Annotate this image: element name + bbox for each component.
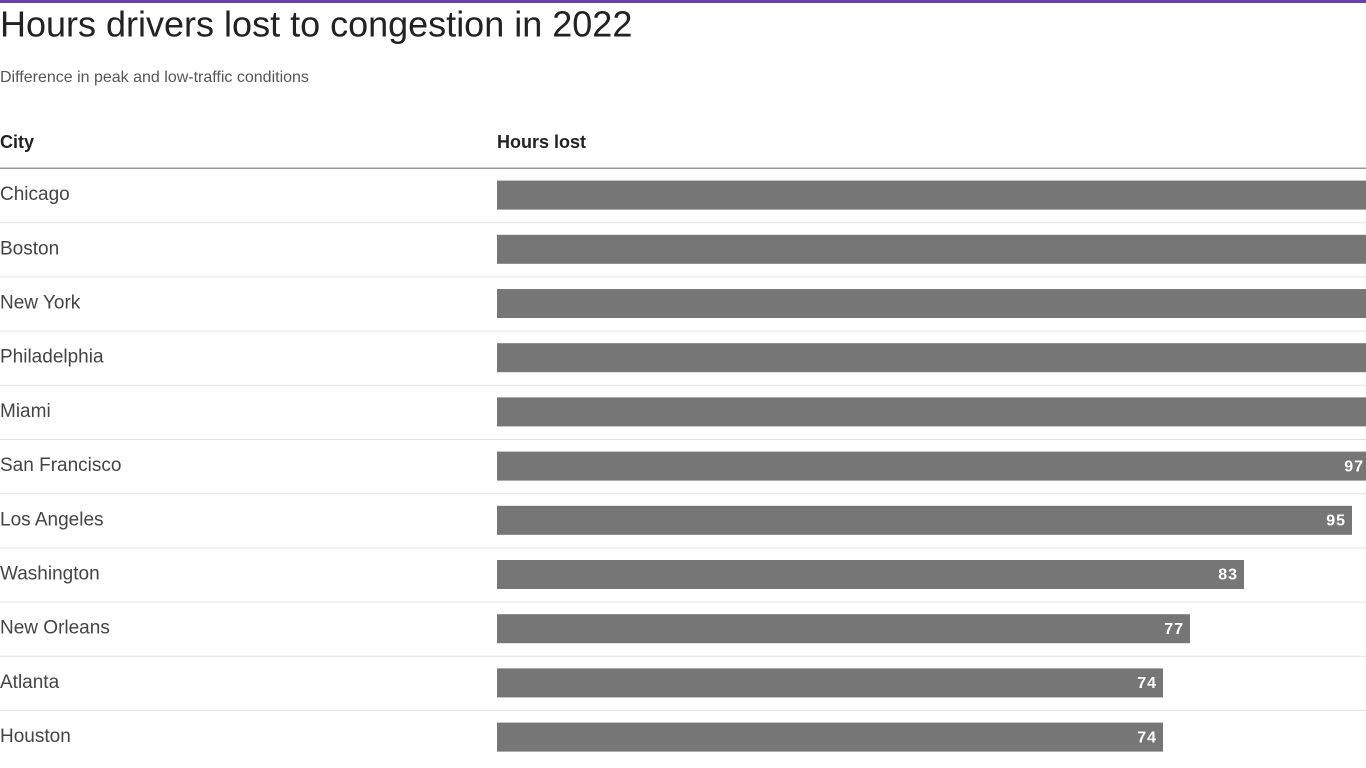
bar	[497, 180, 1366, 210]
city-label: Los Angeles	[0, 509, 104, 530]
value-label: 74	[1137, 675, 1157, 692]
city-label: Miami	[0, 401, 51, 422]
row-rule	[0, 330, 1366, 332]
city-label: Washington	[0, 564, 100, 585]
bar	[497, 560, 1244, 589]
city-label: San Francisco	[0, 455, 121, 476]
city-label: Houston	[0, 726, 71, 747]
row-rule	[0, 655, 1366, 657]
bar	[497, 397, 1366, 427]
bar	[497, 451, 1366, 481]
row-rule	[0, 710, 1366, 711]
row-rule	[0, 547, 1366, 549]
bar	[497, 668, 1163, 698]
row-rule	[0, 601, 1366, 603]
row-rule	[0, 439, 1366, 440]
row-rule	[0, 222, 1366, 224]
bar	[497, 289, 1366, 318]
category-header: City	[0, 132, 34, 152]
bar	[497, 343, 1366, 373]
value-label: 95	[1326, 513, 1346, 530]
city-label: Atlanta	[0, 672, 60, 693]
value-header: Hours lost	[497, 132, 586, 152]
value-label: 97	[1344, 458, 1364, 475]
top-rule	[0, 0, 1366, 3]
chart-subtitle: Difference in peak and low-traffic condi…	[0, 69, 309, 86]
row-rule	[0, 384, 1366, 386]
city-label: New York	[0, 293, 81, 314]
city-label: New Orleans	[0, 618, 110, 639]
bar	[497, 505, 1352, 535]
bar	[497, 234, 1366, 264]
city-label: Chicago	[0, 184, 70, 205]
bar	[497, 722, 1163, 752]
value-label: 77	[1164, 621, 1184, 638]
value-label: 74	[1137, 729, 1157, 746]
value-label: 83	[1218, 567, 1238, 584]
city-label: Philadelphia	[0, 347, 104, 368]
header-rule	[0, 167, 1366, 169]
bar	[497, 614, 1190, 644]
chart-title: Hours drivers lost to congestion in 2022	[0, 4, 632, 45]
row-rule	[0, 276, 1366, 278]
city-label: Boston	[0, 238, 59, 259]
row-rule	[0, 493, 1366, 495]
